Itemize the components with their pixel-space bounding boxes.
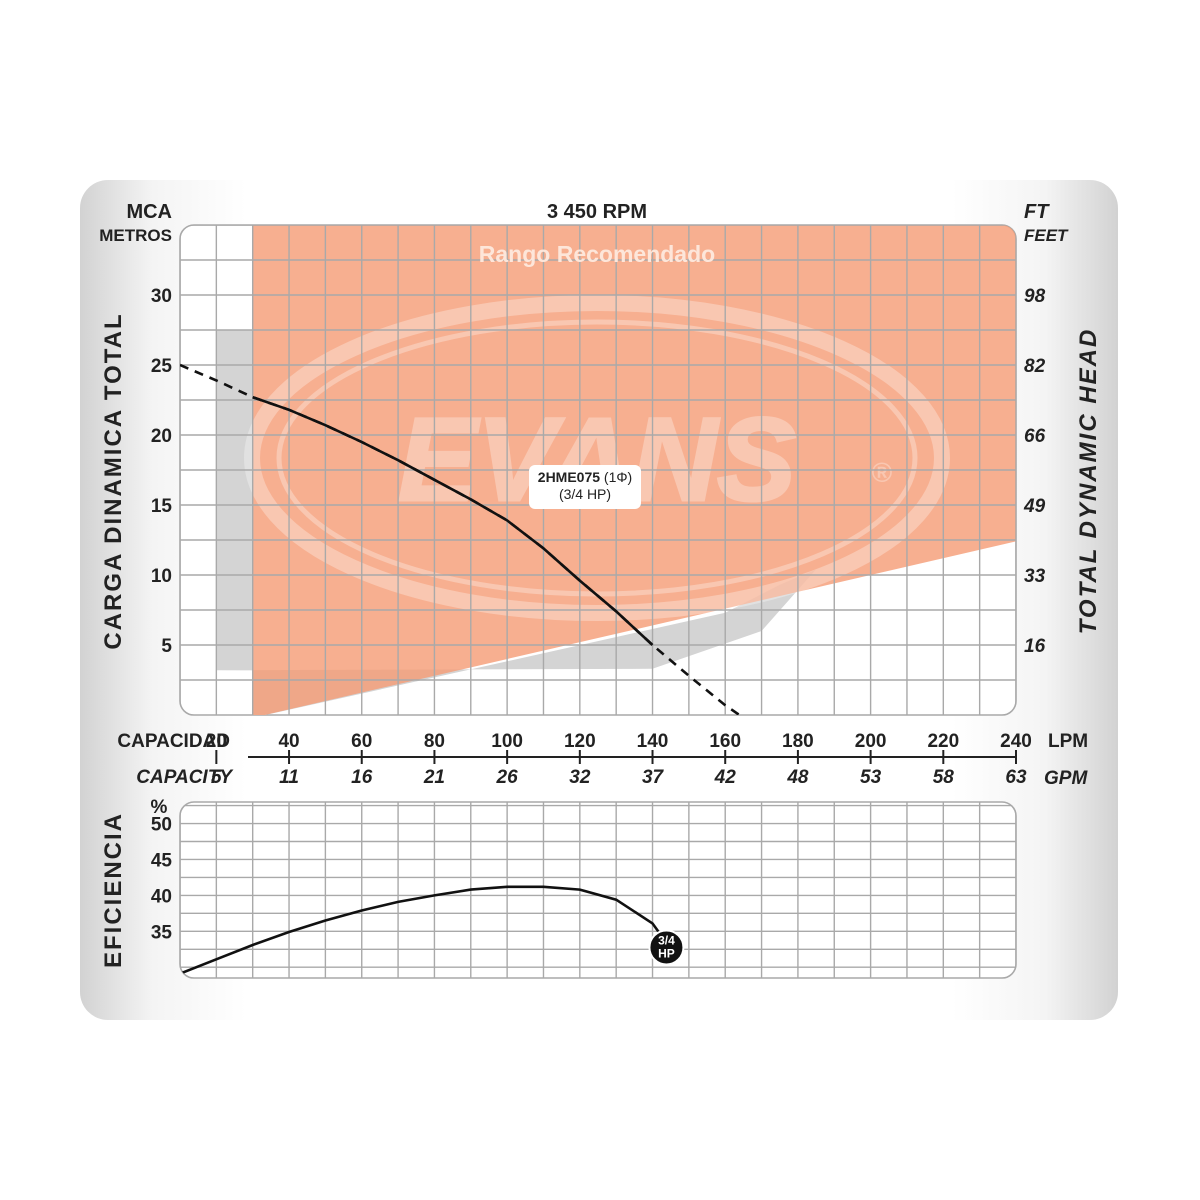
lpm-tick-label: 120 <box>564 731 596 752</box>
lpm-tick-label: 220 <box>927 731 959 752</box>
gpm-tick-label: 11 <box>279 767 299 788</box>
lpm-tick-label: 80 <box>424 731 445 752</box>
right-unit-sublabel: FEET <box>1024 226 1069 245</box>
head-curve <box>252 395 654 646</box>
capacity-en-label: CAPACITY <box>136 767 234 788</box>
efficiency-y-tick-label: 35 <box>151 922 173 943</box>
head-y2-tick-label: 98 <box>1024 286 1046 307</box>
efficiency-y-tick-label: 50 <box>151 815 172 836</box>
hp-badge-line2: HP <box>658 946 675 960</box>
lpm-tick-label: 180 <box>782 731 814 752</box>
registered-mark: ® <box>872 457 893 488</box>
lpm-tick-label: 200 <box>855 731 887 752</box>
gpm-tick-label: 63 <box>1005 767 1027 788</box>
chart-title: 3 450 RPM <box>547 201 647 223</box>
head-grid <box>180 225 1016 715</box>
efficiency-axis-title: EFICIENCIA <box>100 812 127 968</box>
left-unit-sublabel: METROS <box>99 226 172 245</box>
hp-badge-line1: 3/4 <box>658 933 675 947</box>
lpm-tick-label: 160 <box>709 731 741 752</box>
capacity-ticks: 20 5 40 11 60 16 80 21 100 26 120 32 140 37 160 42 180 48… <box>206 731 1032 788</box>
efficiency-plot-area <box>179 801 1017 979</box>
head-y2-tick-label: 16 <box>1024 636 1046 657</box>
right-unit-label: FT <box>1024 201 1050 223</box>
head-y-ticks-right: 16 33 49 66 82 98 <box>1023 286 1046 657</box>
recommended-range-label: Rango Recomendado <box>479 241 715 267</box>
model-label-line1: 2HME075 (1Φ) <box>538 469 632 485</box>
hp-badge-circle <box>648 929 685 966</box>
lpm-tick-label: 20 <box>206 731 227 752</box>
lpm-tick-label: 40 <box>278 731 299 752</box>
head-y-tick-label: 5 <box>161 636 172 657</box>
gpm-tick-label: 37 <box>642 767 665 788</box>
model-label-box <box>529 465 641 509</box>
gpm-tick-label: 16 <box>351 767 373 788</box>
head-y-ticks-left: 5 10 15 20 25 30 <box>151 286 173 657</box>
gpm-tick-label: 21 <box>423 767 445 788</box>
head-y-tick-label: 25 <box>151 356 173 377</box>
efficiency-y-tick-label: 45 <box>151 850 173 871</box>
head-y2-tick-label: 66 <box>1024 426 1046 447</box>
efficiency-unit-label: % <box>151 797 168 818</box>
efficiency-curve <box>180 885 665 975</box>
gpm-tick-label: 48 <box>786 767 809 788</box>
gpm-unit-label: GPM <box>1044 768 1088 789</box>
head-y-tick-label: 10 <box>151 566 172 587</box>
gpm-tick-label: 5 <box>211 767 222 788</box>
hp-badge: 3/4 HP <box>648 929 685 966</box>
lpm-tick-label: 100 <box>491 731 523 752</box>
head-y-tick-label: 20 <box>151 426 172 447</box>
efficiency-y-tick-label: 40 <box>151 886 172 907</box>
model-label: 2HME075 (1Φ) (3/4 HP) <box>529 465 641 509</box>
gpm-tick-label: 32 <box>569 767 591 788</box>
left-axis-title: CARGA DINAMICA TOTAL <box>100 312 127 649</box>
capacity-es-label: CAPACIDAD <box>117 731 230 752</box>
right-axis-title: TOTAL DYNAMIC HEAD <box>1075 328 1102 635</box>
head-y2-tick-label: 33 <box>1024 566 1046 587</box>
capacity-axis: 20 5 40 11 60 16 80 21 100 26 120 32 140 37 160 42 180 48… <box>117 731 1088 789</box>
gpm-tick-label: 26 <box>496 767 519 788</box>
lpm-tick-label: 60 <box>351 731 372 752</box>
head-y2-tick-label: 49 <box>1023 496 1046 517</box>
lpm-tick-label: 240 <box>1000 731 1032 752</box>
gpm-tick-label: 53 <box>860 767 882 788</box>
model-phase: (1Φ) <box>600 469 632 485</box>
head-y-tick-label: 15 <box>151 496 173 517</box>
head-y-tick-label: 30 <box>151 286 172 307</box>
lpm-unit-label: LPM <box>1048 731 1088 752</box>
head-y2-tick-label: 82 <box>1024 356 1046 377</box>
efficiency-plot-frame <box>179 801 1017 979</box>
model-code: 2HME075 <box>538 469 600 485</box>
gpm-tick-label: 58 <box>933 767 955 788</box>
model-label-line2: (3/4 HP) <box>559 486 611 502</box>
gpm-tick-label: 42 <box>714 767 737 788</box>
lpm-tick-label: 140 <box>637 731 669 752</box>
efficiency-y-ticks: 35 40 45 50 <box>151 815 173 944</box>
left-unit-label: MCA <box>126 201 172 223</box>
